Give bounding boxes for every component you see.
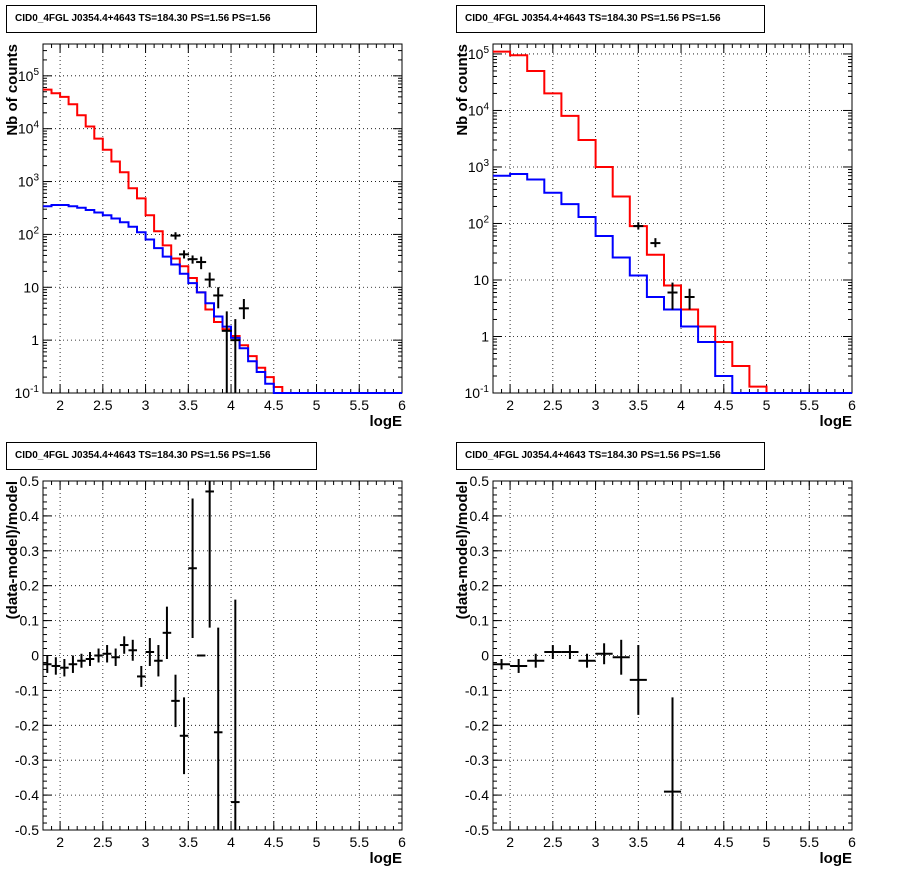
- x-tick-label: 3: [142, 397, 150, 413]
- x-axis-title: logE: [370, 413, 403, 430]
- y-tick-label: 103: [468, 158, 490, 175]
- x-tick-label: 5: [313, 834, 321, 850]
- y-tick-label: 0.1: [470, 613, 490, 629]
- x-tick-label: 3.5: [629, 834, 649, 850]
- x-tick-label: 4: [227, 397, 235, 413]
- y-tick-label: 104: [468, 101, 490, 118]
- chart-panel-3: 2 2.5 3 3.5 4 4.5 5 5.5 6 -0.5 -0.4 -0.3 -0.2 -0.1 0 0.…: [454, 473, 856, 867]
- y-tick-label: 0.5: [470, 473, 490, 489]
- x-tick-label: 5: [763, 397, 771, 413]
- x-tick-label: 4.5: [714, 834, 734, 850]
- x-tick-label: 5: [313, 397, 321, 413]
- panel-title-bottom-right: CID0_4FGL J0354.4+4643 TS=184.30 PS=1.56…: [456, 442, 765, 470]
- x-tick-label: 3: [592, 834, 600, 850]
- y-tick-label: -0.5: [465, 822, 489, 838]
- y-tick-label: 10: [473, 272, 489, 288]
- x-tick-label: 3.5: [629, 397, 649, 413]
- x-tick-label: 5.5: [350, 834, 370, 850]
- x-tick-label: 6: [848, 834, 856, 850]
- x-tick-label: 4: [677, 397, 685, 413]
- x-tick-label: 2.5: [93, 397, 113, 413]
- chart-panel-0: 2 2.5 3 3.5 4 4.5 5 5.5 6 10-1 1 10 102 103 104 105 logE…: [4, 43, 406, 430]
- y-tick-label: 1: [31, 332, 39, 348]
- y-tick-label: 0.2: [20, 578, 40, 594]
- plot-frame: [492, 43, 853, 394]
- histogram-series-1: [43, 204, 402, 394]
- x-tick-label: 6: [398, 397, 406, 413]
- y-tick-label: -0.4: [465, 787, 489, 803]
- y-tick-label: 0: [481, 648, 489, 664]
- y-axis-title: (data-model)/model: [4, 481, 21, 619]
- y-tick-label: 1: [481, 328, 489, 344]
- x-tick-label: 3: [142, 834, 150, 850]
- y-tick-label: -0.1: [15, 682, 39, 698]
- x-tick-label: 5: [763, 834, 771, 850]
- y-tick-label: 0.4: [470, 508, 490, 524]
- x-tick-label: 4.5: [264, 834, 284, 850]
- y-axis-title: Nb of counts: [4, 44, 21, 136]
- x-tick-label: 5.5: [800, 834, 820, 850]
- y-tick-label: 0.4: [20, 508, 40, 524]
- x-axis-title: logE: [820, 413, 853, 430]
- y-tick-label: 0.2: [470, 578, 490, 594]
- histogram-series-0: [43, 88, 402, 394]
- x-tick-label: 3: [592, 397, 600, 413]
- y-tick-label: 103: [18, 173, 40, 190]
- y-tick-label: 10: [23, 279, 39, 295]
- y-tick-label: 102: [468, 214, 490, 231]
- x-tick-label: 5.5: [800, 397, 820, 413]
- x-tick-label: 5.5: [350, 397, 370, 413]
- y-tick-label: 0.3: [470, 543, 490, 559]
- y-tick-label: 0.3: [20, 543, 40, 559]
- x-tick-label: 2: [506, 397, 514, 413]
- x-tick-label: 4: [227, 834, 235, 850]
- y-tick-label: -0.4: [15, 787, 39, 803]
- chart-panel-2: 2 2.5 3 3.5 4 4.5 5 5.5 6 -0.5 -0.4 -0.3 -0.2 -0.1 0 0.…: [4, 473, 406, 867]
- histogram-series-1: [493, 173, 852, 394]
- x-tick-label: 4.5: [264, 397, 284, 413]
- panel-title-top-left: CID0_4FGL J0354.4+4643 TS=184.30 PS=1.56…: [6, 5, 317, 33]
- x-tick-label: 2.5: [543, 834, 563, 850]
- x-tick-label: 6: [398, 834, 406, 850]
- x-tick-label: 6: [848, 397, 856, 413]
- y-tick-label: -0.1: [465, 682, 489, 698]
- panel-title-bottom-left: CID0_4FGL J0354.4+4643 TS=184.30 PS=1.56…: [6, 442, 317, 470]
- x-tick-label: 3.5: [179, 834, 199, 850]
- chart-panel-1: 2 2.5 3 3.5 4 4.5 5 5.5 6 10-1 1 10 102 103 104 105 logE…: [454, 43, 856, 430]
- x-tick-label: 2: [506, 834, 514, 850]
- y-tick-label: 105: [18, 67, 40, 84]
- y-tick-label: 0.1: [20, 613, 40, 629]
- y-tick-label: -0.3: [15, 752, 39, 768]
- y-tick-label: 104: [18, 120, 40, 137]
- y-tick-label: -0.3: [465, 752, 489, 768]
- x-tick-label: 2: [56, 397, 64, 413]
- y-tick-label: 10-1: [15, 384, 40, 401]
- y-axis-title: (data-model)/model: [454, 481, 471, 619]
- panel-title-top-right: CID0_4FGL J0354.4+4643 TS=184.30 PS=1.56…: [456, 5, 765, 33]
- y-tick-label: -0.2: [465, 717, 489, 733]
- histogram-series-0: [493, 50, 852, 394]
- x-axis-title: logE: [370, 850, 403, 867]
- plot-frame: [42, 43, 403, 394]
- x-tick-label: 4.5: [714, 397, 734, 413]
- y-axis-title: Nb of counts: [454, 44, 471, 136]
- x-axis-title: logE: [820, 850, 853, 867]
- x-tick-label: 2.5: [93, 834, 113, 850]
- y-tick-label: 10-1: [465, 384, 490, 401]
- y-tick-label: 102: [18, 225, 40, 242]
- y-tick-label: 0.5: [20, 473, 40, 489]
- y-tick-label: -0.5: [15, 822, 39, 838]
- y-tick-label: 105: [468, 45, 490, 62]
- y-tick-label: 0: [31, 648, 39, 664]
- x-tick-label: 3.5: [179, 397, 199, 413]
- x-tick-label: 2: [56, 834, 64, 850]
- y-tick-label: -0.2: [15, 717, 39, 733]
- x-tick-label: 4: [677, 834, 685, 850]
- x-tick-label: 2.5: [543, 397, 563, 413]
